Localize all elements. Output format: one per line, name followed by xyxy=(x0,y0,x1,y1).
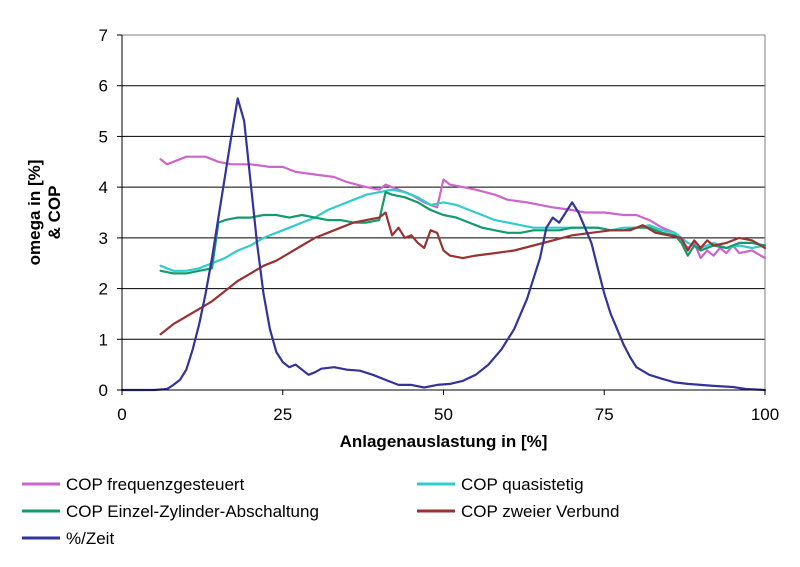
y-tick-label: 3 xyxy=(99,229,108,248)
x-tick-label: 0 xyxy=(117,405,126,424)
y-tick-label: 5 xyxy=(99,127,108,146)
x-tick-label: 100 xyxy=(751,405,779,424)
y-tick-label: 1 xyxy=(99,330,108,349)
x-axis-ticks: 0 25 50 75 100 xyxy=(117,390,779,424)
y-axis-ticks: 0 1 2 3 4 5 6 7 xyxy=(99,26,122,400)
axes xyxy=(117,35,765,395)
y-tick-label: 0 xyxy=(99,381,108,400)
x-tick-label: 25 xyxy=(273,405,292,424)
y-tick-label: 7 xyxy=(99,26,108,45)
series-line-cop-frequenzgesteuert xyxy=(159,155,767,260)
y-axis-label-line-2: & COP xyxy=(45,186,64,240)
series-line-cop-zweier-verbund xyxy=(159,211,767,336)
legend-label-cop-quasistetig: COP quasistetig xyxy=(461,475,584,494)
legend-label-zeit: %/Zeit xyxy=(66,529,114,548)
series-layer xyxy=(120,97,767,392)
legend-label-cop-zweier-verbund: COP zweier Verbund xyxy=(461,502,619,521)
series-line-zeit xyxy=(120,97,767,392)
series-line-cop-einzel-zylinder-abschaltung xyxy=(159,191,767,275)
y-tick-label: 6 xyxy=(99,77,108,96)
y-tick-label: 4 xyxy=(99,178,108,197)
legend-label-cop-einzel-zylinder-abschaltung: COP Einzel-Zylinder-Abschaltung xyxy=(66,502,319,521)
y-axis-label-line-1: omega in [%] xyxy=(25,160,44,266)
x-tick-label: 50 xyxy=(434,405,453,424)
series-line-cop-quasistetig xyxy=(159,188,767,272)
legend-label-cop-frequenzgesteuert: COP frequenzgesteuert xyxy=(66,475,245,494)
legend: COP frequenzgesteuert COP quasistetig COP … xyxy=(22,475,619,548)
x-axis-label: Anlagenauslastung in [%] xyxy=(340,432,548,451)
x-tick-label: 75 xyxy=(595,405,614,424)
grid-lines xyxy=(122,34,765,340)
y-tick-label: 2 xyxy=(99,280,108,299)
